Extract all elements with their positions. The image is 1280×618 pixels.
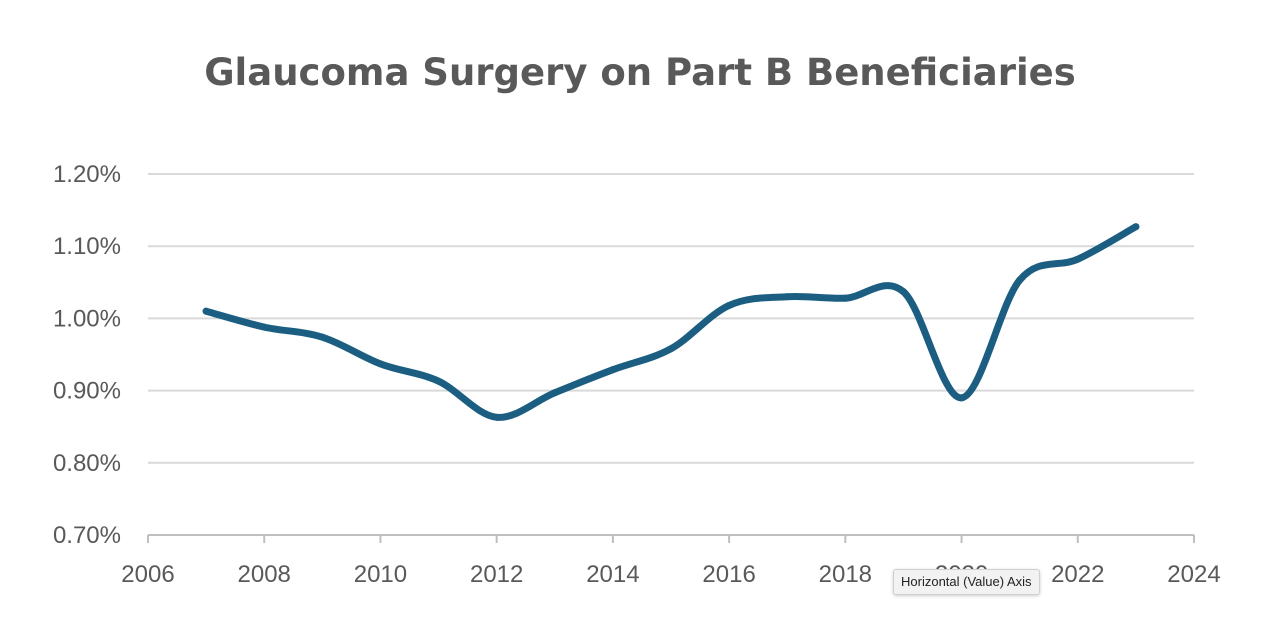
- y-tick-label: 0.70%: [53, 522, 121, 549]
- x-tick-label: 2024: [1167, 561, 1220, 588]
- y-tick-label: 1.20%: [53, 161, 121, 188]
- gridlines: [148, 173, 1194, 464]
- data-point: [318, 333, 326, 341]
- y-tick-label: 0.90%: [53, 378, 121, 405]
- x-tick-label: 2018: [819, 561, 872, 588]
- horizontal-value-axis[interactable]: 2006200820102012201420162018202020222024: [121, 534, 1221, 588]
- data-point: [783, 293, 791, 301]
- data-point: [1074, 255, 1082, 263]
- data-point: [376, 360, 384, 368]
- x-tick-label: 2022: [1051, 561, 1104, 588]
- x-tick-label: 2008: [238, 561, 291, 588]
- data-point: [493, 413, 501, 421]
- data-point: [1132, 223, 1140, 231]
- data-point: [202, 307, 210, 315]
- axis-tooltip: Horizontal (Value) Axis: [893, 569, 1040, 595]
- x-tick-label: 2010: [354, 561, 407, 588]
- x-tick-label: 2006: [121, 561, 174, 588]
- x-tick-label: 2016: [702, 561, 755, 588]
- data-point: [1016, 276, 1024, 284]
- x-tick-label: 2014: [586, 561, 639, 588]
- series-group: [202, 223, 1140, 421]
- data-point: [958, 394, 966, 402]
- y-tick-label: 0.80%: [53, 450, 121, 477]
- data-point: [551, 389, 559, 397]
- series-line: [202, 223, 1140, 421]
- data-point: [667, 345, 675, 353]
- data-point: [841, 294, 849, 302]
- chart-title: Glaucoma Surgery on Part B Beneficiaries: [204, 51, 1076, 94]
- data-point: [609, 366, 617, 374]
- data-point: [260, 323, 268, 331]
- data-point: [725, 301, 733, 309]
- data-point: [899, 288, 907, 296]
- y-tick-label: 1.00%: [53, 305, 121, 332]
- y-axis-tick-labels: 0.70% 0.80% 0.90% 1.00% 1.10% 1.20%: [53, 161, 121, 549]
- data-point: [435, 377, 443, 385]
- x-tick-label: 2012: [470, 561, 523, 588]
- y-tick-label: 1.10%: [53, 233, 121, 260]
